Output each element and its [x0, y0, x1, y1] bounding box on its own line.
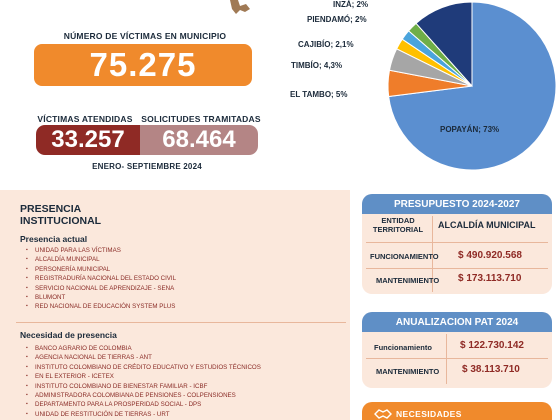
list-item: REGISTRADURÍA NACIONAL DEL ESTADO CIVIL: [26, 274, 176, 283]
budget-row-value: $ 490.920.568: [458, 250, 522, 261]
budget-row-label: MANTENIMIENTO: [376, 276, 440, 285]
pat-separator: [366, 358, 548, 359]
budget-entity-label: ENTIDAD TERRITORIAL: [372, 216, 424, 234]
pie-label-piendamo: PIENDAMÓ; 2%: [307, 15, 367, 24]
needs-title: NECESIDADES: [396, 409, 462, 419]
list-item: UNIDAD PARA LAS VÍCTIMAS: [26, 246, 176, 255]
pat-title: ANUALIZACION PAT 2024: [362, 312, 552, 332]
list-item: DEPARTAMENTO PARA LA PROSPERIDAD SOCIAL …: [26, 400, 261, 409]
list-item: PERSONERÍA MUNICIPAL: [26, 265, 176, 274]
victims-distribution-pie: [387, 1, 557, 171]
period-caption: ENERO- SEPTIEMBRE 2024: [92, 162, 202, 171]
pat-card: ANUALIZACION PAT 2024: [362, 312, 552, 388]
attended-caption: VÍCTIMAS ATENDIDAS: [37, 114, 133, 124]
presence-title: PRESENCIA INSTITUCIONAL: [20, 203, 102, 227]
pat-row-label: Funcionamiento: [374, 343, 432, 352]
requests-value: 68.464: [140, 125, 258, 155]
municipality-map-icon: [230, 0, 250, 14]
pat-row-label: MANTENIMIENTO: [376, 367, 440, 376]
current-presence-list: UNIDAD PARA LAS VÍCTIMASALCALDÍA MUNICIP…: [26, 246, 176, 312]
pat-row-value: $ 122.730.142: [460, 340, 524, 351]
need-presence-title: Necesidad de presencia: [20, 330, 117, 340]
budget-entity-value: ALCALDÍA MUNICIPAL: [438, 220, 536, 230]
pie-label-inza: INZÁ; 2%: [333, 0, 369, 9]
pat-separator: [446, 334, 447, 384]
list-item: SERVICIO NACIONAL DE APRENDIZAJE - SENA: [26, 284, 176, 293]
budget-separator: [366, 268, 548, 269]
budget-separator: [432, 216, 433, 292]
list-item: INSTITUTO COLOMBIANO DE CRÉDITO EDUCATIV…: [26, 363, 261, 372]
victims-stats: 33.257 68.464: [36, 125, 258, 155]
requests-caption: SOLICITUDES TRAMITADAS: [141, 114, 261, 124]
pie-label-timbio: TIMBÍO; 4,3%: [291, 61, 343, 70]
attended-value: 33.257: [36, 125, 140, 155]
budget-card: PRESUPUESTO 2024-2027: [362, 194, 552, 294]
list-item: BANCO AGRARIO DE COLOMBIA: [26, 344, 261, 353]
need-presence-list: BANCO AGRARIO DE COLOMBIAAGENCIA NACIONA…: [26, 344, 261, 419]
handshake-icon: [374, 409, 392, 419]
pie-label-popayan: POPAYÁN; 73%: [440, 125, 500, 134]
list-item: INSTITUTO COLOMBIANO DE BIENESTAR FAMILI…: [26, 382, 261, 391]
list-item: UNIDAD DE RESTITUCIÓN DE TIERRAS - URT: [26, 410, 261, 419]
budget-separator: [366, 242, 548, 243]
needs-card: [362, 402, 552, 420]
pat-row-value: $ 38.113.710: [462, 364, 520, 375]
list-item: ADMINISTRADORA COLOMBIANA DE PENSIONES -…: [26, 391, 261, 400]
victims-total: 75.275: [34, 44, 252, 86]
victims-caption: NÚMERO DE VÍCTIMAS EN MUNICIPIO: [63, 31, 227, 41]
budget-row-value: $ 173.113.710: [458, 273, 522, 284]
pie-slice-otros: [415, 1, 473, 88]
list-item: BLUMONT: [26, 293, 176, 302]
pie-label-cajibio: CAJIBÍO; 2,1%: [298, 40, 354, 49]
current-presence-title: Presencia actual: [20, 234, 88, 244]
list-item: AGENCIA NACIONAL DE TIERRAS - ANT: [26, 353, 261, 362]
pie-label-el-tambo: EL TAMBO; 5%: [290, 90, 348, 99]
list-item: EN EL EXTERIOR - ICETEX: [26, 372, 261, 381]
budget-title: PRESUPUESTO 2024-2027: [362, 194, 552, 214]
list-item: ALCALDÍA MUNICIPAL: [26, 255, 176, 264]
budget-row-label: FUNCIONAMIENTO: [370, 252, 439, 261]
list-item: RED NACIONAL DE EDUCACIÓN SYSTEM PLUS: [26, 302, 176, 311]
panel-divider: [16, 322, 346, 323]
